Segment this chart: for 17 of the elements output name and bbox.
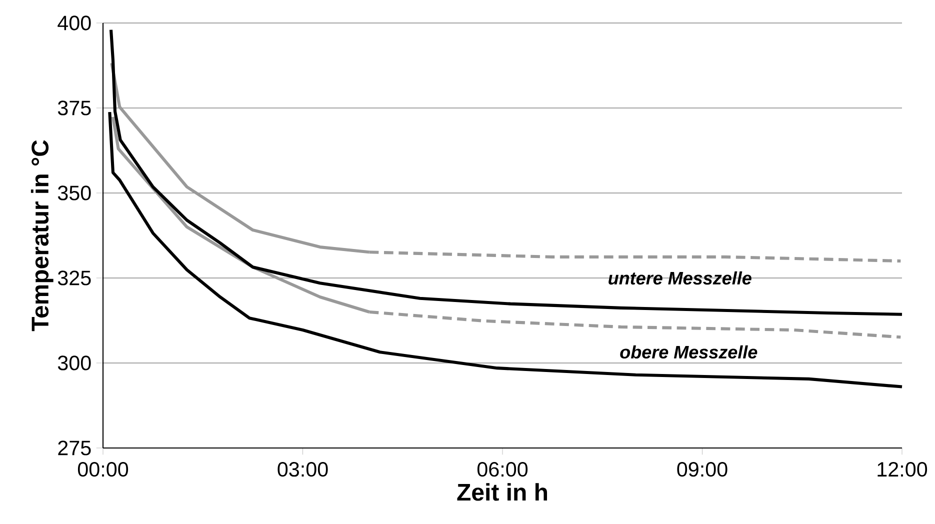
- y-tick-label: 300: [58, 356, 91, 370]
- y-tick-label: 325: [58, 270, 91, 286]
- y-axis-title: Temperatur in °C: [30, 140, 54, 332]
- x-tick-label: 09:00: [677, 462, 728, 477]
- annotation: obere Messzelle: [620, 345, 758, 359]
- x-tick-label: 00:00: [78, 462, 128, 477]
- line-series: [109, 28, 904, 316]
- y-tick-label: 350: [58, 186, 91, 200]
- y-tick-label: 400: [58, 16, 91, 30]
- x-tick-label: 03:00: [278, 462, 328, 477]
- x-axis-title: Zeit in h: [457, 483, 548, 501]
- y-tick-label: 275: [58, 440, 91, 456]
- x-tick-label: 06:00: [477, 462, 528, 477]
- y-tick-label: 375: [58, 100, 91, 116]
- annotation: untere Messzelle: [608, 271, 752, 285]
- line-series: [108, 110, 904, 388]
- x-tick-label: 12:00: [878, 462, 928, 477]
